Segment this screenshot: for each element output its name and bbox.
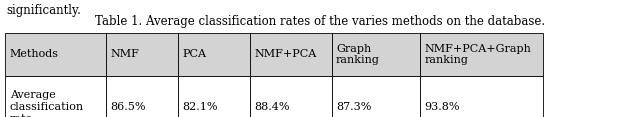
Text: PCA: PCA	[182, 49, 207, 59]
Text: significantly.: significantly.	[6, 4, 81, 16]
Text: 87.3%: 87.3%	[336, 102, 371, 112]
Text: 86.5%: 86.5%	[111, 102, 146, 112]
Bar	[178, 76, 250, 117]
Bar	[250, 33, 332, 76]
Bar	[250, 76, 332, 117]
Text: 93.8%: 93.8%	[424, 102, 460, 112]
Text: NMF+PCA+Graph
ranking: NMF+PCA+Graph ranking	[424, 44, 531, 65]
Text: Graph
ranking: Graph ranking	[336, 44, 380, 65]
Text: NMF: NMF	[111, 49, 140, 59]
Text: Average
classification
rate: Average classification rate	[10, 90, 84, 117]
Text: Methods: Methods	[10, 49, 59, 59]
Bar	[5, 76, 106, 117]
Text: Table 1. Average classification rates of the varies methods on the database.: Table 1. Average classification rates of…	[95, 15, 545, 28]
Bar	[106, 76, 178, 117]
Text: 82.1%: 82.1%	[182, 102, 218, 112]
Bar	[332, 76, 420, 117]
Bar	[178, 33, 250, 76]
Text: NMF+PCA: NMF+PCA	[254, 49, 316, 59]
Bar	[332, 33, 420, 76]
Bar	[420, 76, 543, 117]
Bar	[5, 33, 106, 76]
Text: 88.4%: 88.4%	[254, 102, 289, 112]
Bar	[106, 33, 178, 76]
Bar	[420, 33, 543, 76]
